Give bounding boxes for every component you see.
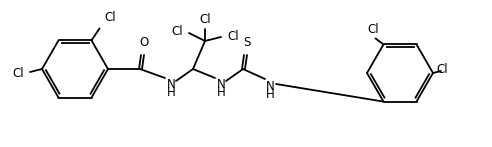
Text: Cl: Cl xyxy=(171,25,183,37)
Text: H: H xyxy=(266,87,275,101)
Text: Cl: Cl xyxy=(12,66,24,80)
Text: S: S xyxy=(244,36,251,49)
Text: N: N xyxy=(216,77,225,91)
Text: Cl: Cl xyxy=(199,13,211,26)
Text: Cl: Cl xyxy=(436,62,448,76)
Text: N: N xyxy=(266,80,275,92)
Text: H: H xyxy=(167,86,175,98)
Text: N: N xyxy=(167,77,175,91)
Text: H: H xyxy=(216,86,225,98)
Text: Cl: Cl xyxy=(367,23,378,36)
Text: O: O xyxy=(139,36,149,49)
Text: Cl: Cl xyxy=(104,11,116,24)
Text: Cl: Cl xyxy=(227,30,239,42)
